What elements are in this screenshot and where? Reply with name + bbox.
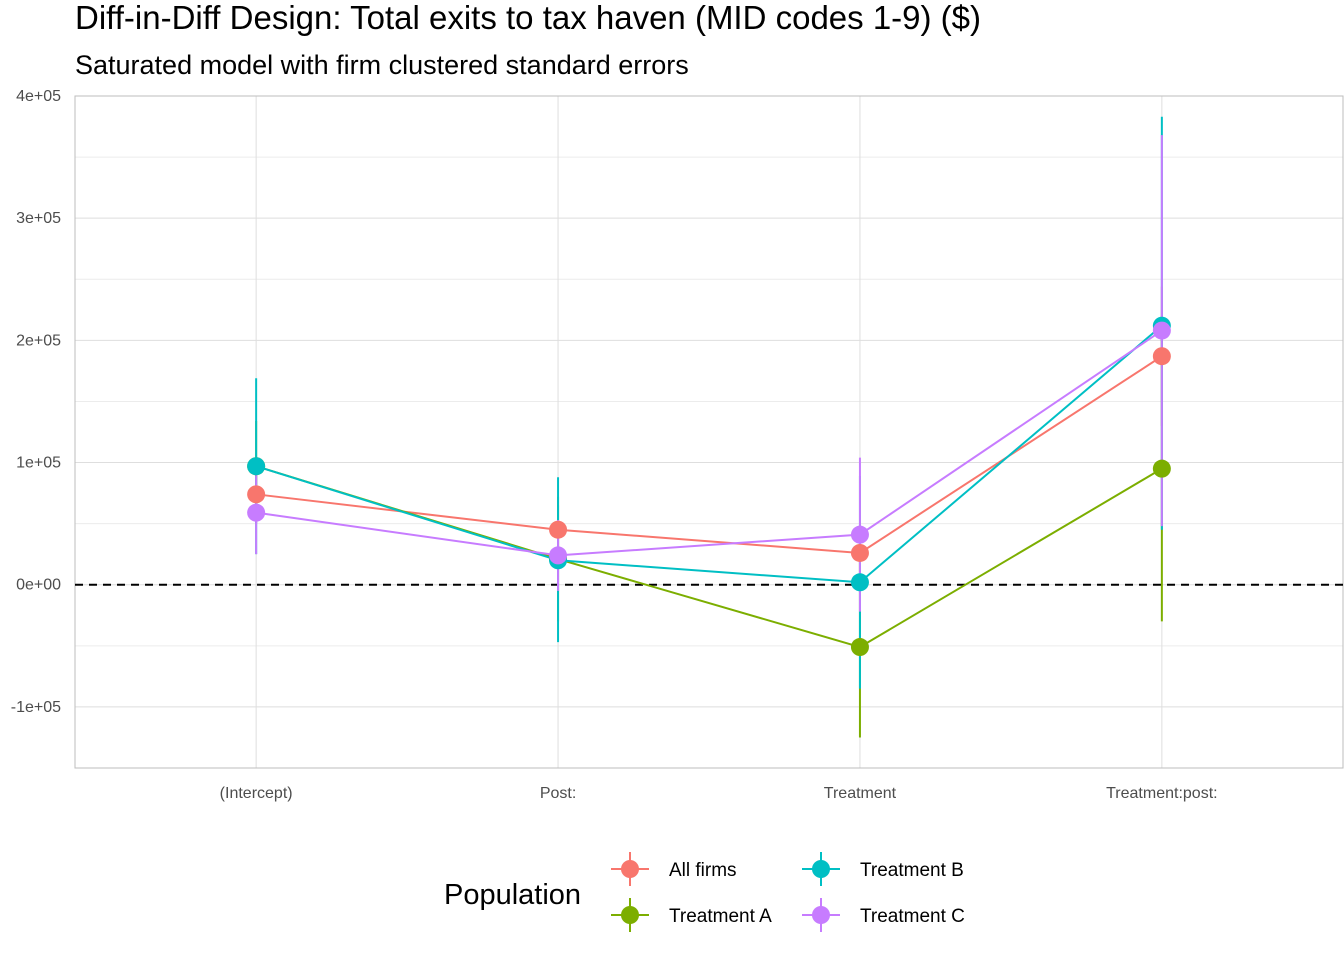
x-tick-label: (Intercept) [220,785,293,802]
panel-border [74,95,1344,769]
y-tick-label: 0e+00 [16,577,61,594]
data-point [850,543,869,562]
data-point [850,638,869,657]
x-tick-label: Post: [540,785,576,802]
legend: Population All firms Treatment A Treatment… [444,852,965,932]
y-tick-label: 2e+05 [16,332,61,349]
data-point [247,457,266,476]
legend-label: Treatment B [860,860,964,881]
series-line [255,324,1163,584]
data-point [1152,347,1171,366]
data-point [247,485,266,504]
y-tick-label: 4e+05 [16,88,61,105]
data-point [247,503,266,522]
y-tick-label: 3e+05 [16,210,61,227]
legend-key-point [621,860,639,878]
legend-label: All firms [669,860,737,881]
series-line [255,465,1163,649]
legend-key-point [812,860,830,878]
legend-key-point [621,906,639,924]
data-point [850,525,869,544]
x-tick-label: Treatment [824,785,897,802]
legend-key-point [812,906,830,924]
chart-title: Diff-in-Diff Design: Total exits to tax … [75,0,981,36]
series-line [256,329,1163,557]
plot-area: -1e+05 0e+00 1e+05 2e+05 3e+05 4e+05 (Intercep… [11,88,1344,802]
data-point [850,573,869,592]
y-tick-label: -1e+05 [11,699,61,716]
data-point [1152,321,1171,340]
legend-label: Treatment A [669,906,772,927]
data-point [1152,459,1171,478]
y-tick-label: 1e+05 [16,455,61,472]
data-point [549,546,568,565]
chart-subtitle: Saturated model with firm clustered stan… [75,50,689,80]
legend-label: Treatment C [860,906,965,927]
data-point [549,520,568,539]
x-tick-label: Treatment:post: [1106,785,1217,802]
legend-title: Population [444,879,581,911]
